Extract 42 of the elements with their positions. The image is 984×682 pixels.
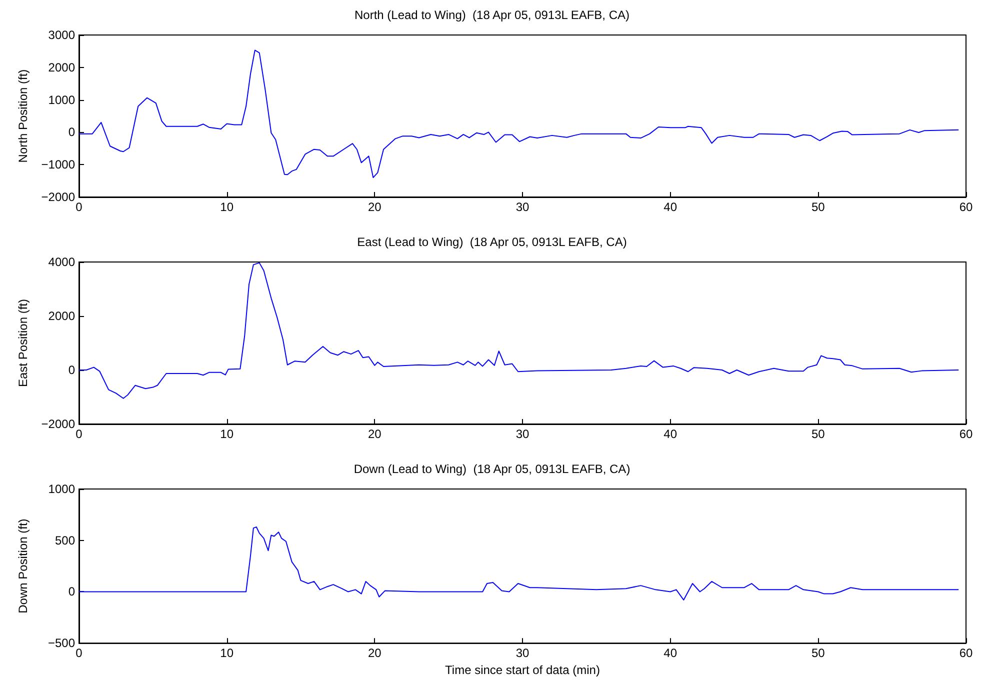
chart-title: North (Lead to Wing) (18 Apr 05, 0913L EAFB, CA): [354, 8, 630, 22]
x-tick-label: 30: [516, 427, 530, 441]
line-series: [78, 526, 960, 600]
x-tick-label: 60: [959, 427, 973, 441]
x-tick-label: 50: [811, 646, 826, 660]
y-tick-label: 4000: [48, 255, 76, 269]
y-tick-label: 0: [68, 125, 76, 140]
x-tick-label: 60: [959, 646, 973, 660]
chart-title: East (Lead to Wing) (18 Apr 05, 0913L EAFB, CA): [357, 235, 627, 249]
y-axis-title: North Position (ft): [16, 69, 30, 163]
y-tick-label: −500: [48, 636, 76, 650]
y-tick-label: 0: [68, 363, 76, 377]
x-tick-label: 10: [220, 427, 234, 441]
line-series: [78, 50, 960, 178]
y-tick-label: 3000: [48, 28, 76, 42]
x-tick-label: 40: [664, 200, 678, 214]
y-tick-label: 2000: [48, 309, 76, 323]
x-tick-label: 30: [516, 200, 530, 214]
x-tick-label: 10: [220, 200, 234, 214]
x-tick-label: 50: [811, 200, 826, 214]
x-tick-label: 40: [664, 427, 678, 441]
x-axis-title: Time since start of data (min): [445, 663, 600, 677]
y-axis-title: East Position (ft): [16, 298, 30, 388]
x-tick-label: 20: [368, 646, 382, 660]
x-tick-label: 60: [959, 200, 973, 214]
chart-title: Down (Lead to Wing) (18 Apr 05, 0913L EAFB, CA): [354, 462, 630, 476]
y-tick-label: 500: [54, 533, 76, 548]
x-tick-label: 30: [516, 646, 530, 660]
y-tick-label: 1000: [48, 92, 76, 107]
y-tick-label: −2000: [41, 417, 76, 431]
x-tick-label: 40: [664, 646, 678, 660]
y-tick-label: 2000: [48, 60, 76, 74]
x-tick-label: 20: [368, 200, 382, 214]
x-tick-label: 10: [220, 646, 234, 660]
line-series: [78, 262, 960, 399]
y-axis-title: Down Position (ft): [16, 518, 30, 614]
y-tick-label: 0: [68, 584, 76, 599]
x-tick-label: 50: [811, 427, 826, 441]
y-tick-label: −2000: [41, 190, 76, 204]
x-tick-label: 20: [368, 427, 382, 441]
y-tick-label: −1000: [41, 158, 76, 172]
y-tick-label: 1000: [48, 482, 76, 496]
